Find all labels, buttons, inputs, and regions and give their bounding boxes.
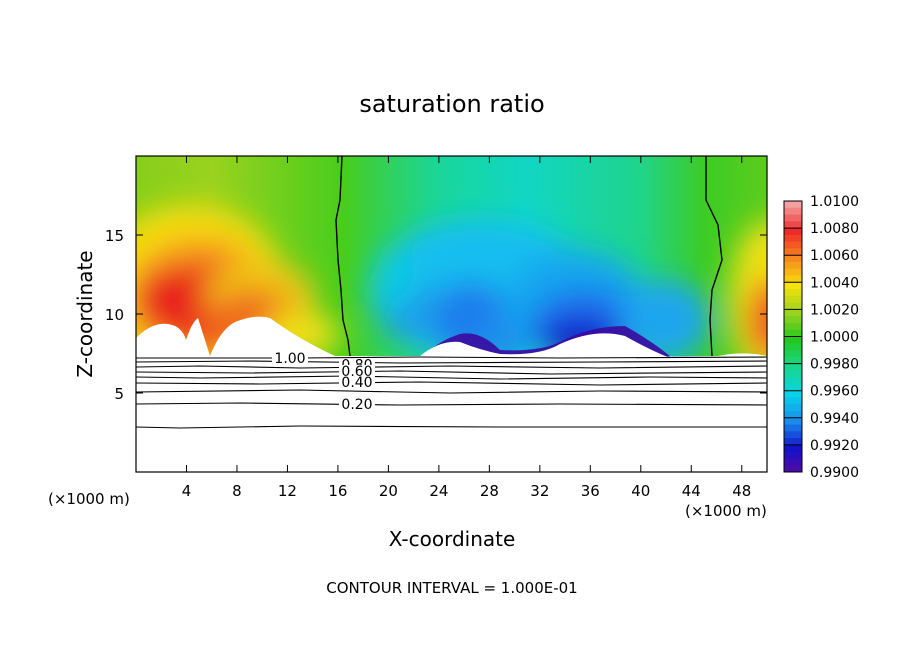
contour-label: 1.00 (274, 351, 305, 367)
colorbar-label: 0.9940 (810, 411, 859, 427)
y-unit-label: (×1000 m) (48, 490, 130, 508)
contour-line-1000-left (335, 155, 351, 357)
colorbar-swatch (784, 390, 802, 398)
colorbar-swatch (784, 255, 802, 263)
colorbar-swatch (784, 316, 802, 324)
x-tick-label: 4 (182, 482, 192, 500)
colorbar-swatch (784, 424, 802, 432)
colorbar-label: 1.0040 (810, 275, 859, 291)
colorbar-swatch (784, 438, 802, 446)
colorbar-swatch (784, 322, 802, 331)
colorbar-swatch (784, 356, 802, 365)
y-axis-ticks: 5 10 15 (105, 227, 767, 403)
x-axis-label: X-coordinate (389, 527, 516, 551)
contour-field (136, 156, 767, 472)
y-tick-label: 10 (105, 306, 124, 324)
contour-line-1000-right (705, 156, 723, 357)
x-tick-label: 16 (328, 482, 347, 500)
contour-interval-note: CONTOUR INTERVAL = 1.000E-01 (326, 579, 577, 597)
colorbar-swatch (784, 431, 802, 439)
colorbar-swatch (784, 383, 802, 392)
colorbar-label: 0.9980 (810, 357, 859, 373)
colorbar-swatch (784, 248, 802, 256)
colorbar-swatch (784, 289, 802, 297)
contour-label-bg (339, 375, 375, 389)
contour-label-bg (339, 398, 375, 412)
x-tick-label: 48 (732, 482, 751, 500)
colorbar-swatch (784, 241, 802, 249)
colorbar-swatch (784, 275, 802, 283)
colorbar-swatch (784, 411, 802, 419)
colorbar-swatch (784, 377, 802, 385)
colorbar-swatch (784, 282, 802, 290)
y-tick-label: 5 (114, 385, 124, 403)
colorbar-swatch (784, 417, 802, 426)
colorbar-swatch (784, 228, 802, 236)
colorbar-swatch (784, 201, 802, 209)
y-axis-label: Z-coordinate (73, 250, 97, 377)
x-tick-label: 24 (429, 482, 448, 500)
colorbar-swatch (784, 397, 802, 405)
colorbar-label: 1.0080 (810, 221, 859, 237)
x-tick-label: 44 (682, 482, 701, 500)
x-unit-label: (×1000 m) (685, 502, 767, 520)
colorbar-swatch (784, 404, 802, 412)
contour-label-bg (272, 352, 308, 366)
colorbar-swatch (784, 309, 802, 317)
colorbar-swatch (784, 214, 802, 222)
x-tick-label: 40 (631, 482, 650, 500)
x-tick-label: 20 (379, 482, 398, 500)
colorbar-swatch (784, 343, 802, 351)
colorbar-swatch (784, 451, 802, 459)
colorbar-swatch (784, 465, 802, 473)
contour-label: 0.60 (341, 364, 372, 380)
colorbar-swatch (784, 370, 802, 378)
y-tick-label: 15 (105, 227, 124, 245)
colorbar-swatch (784, 329, 802, 337)
contour-labels: 1.000.800.600.400.20 (272, 351, 375, 413)
colorbar-label: 0.9960 (810, 384, 859, 400)
colorbar-swatch (784, 458, 802, 466)
colorbar-label: 1.0060 (810, 248, 859, 264)
x-tick-label: 12 (278, 482, 297, 500)
colorbar: 1.0100 1.0080 1.0060 1.0040 1.0020 1.0000 0.99… (783, 194, 859, 481)
x-tick-label: 28 (480, 482, 499, 500)
colorbar-swatch (784, 268, 802, 277)
x-axis-ticks: 4 8 12 16 20 24 28 32 36 40 44 48 (182, 156, 751, 500)
colorbar-label: 1.0020 (810, 302, 859, 318)
contour-label-bg (339, 364, 375, 378)
colorbar-swatch (784, 363, 802, 371)
colorbar-swatch (784, 207, 802, 216)
chart-title: saturation ratio (359, 90, 544, 118)
colorbar-swatch (784, 336, 802, 344)
colorbar-swatch (784, 295, 802, 304)
colorbar-label: 1.0000 (810, 330, 859, 346)
colorbar-label: 1.0100 (810, 194, 859, 210)
contour-label: 0.40 (341, 375, 372, 391)
colorbar-swatch (784, 261, 802, 270)
colorbar-swatch (784, 350, 802, 358)
colorbar-label: 0.9900 (810, 465, 859, 481)
colorbar-swatch (784, 234, 802, 243)
x-tick-label: 8 (232, 482, 242, 500)
x-tick-label: 32 (530, 482, 549, 500)
contour-label: 0.20 (341, 397, 372, 413)
colorbar-swatch (784, 302, 802, 310)
colorbar-swatch (784, 221, 802, 229)
colorbar-label: 0.9920 (810, 438, 859, 454)
x-tick-label: 36 (581, 482, 600, 500)
colorbar-swatch (784, 444, 802, 453)
